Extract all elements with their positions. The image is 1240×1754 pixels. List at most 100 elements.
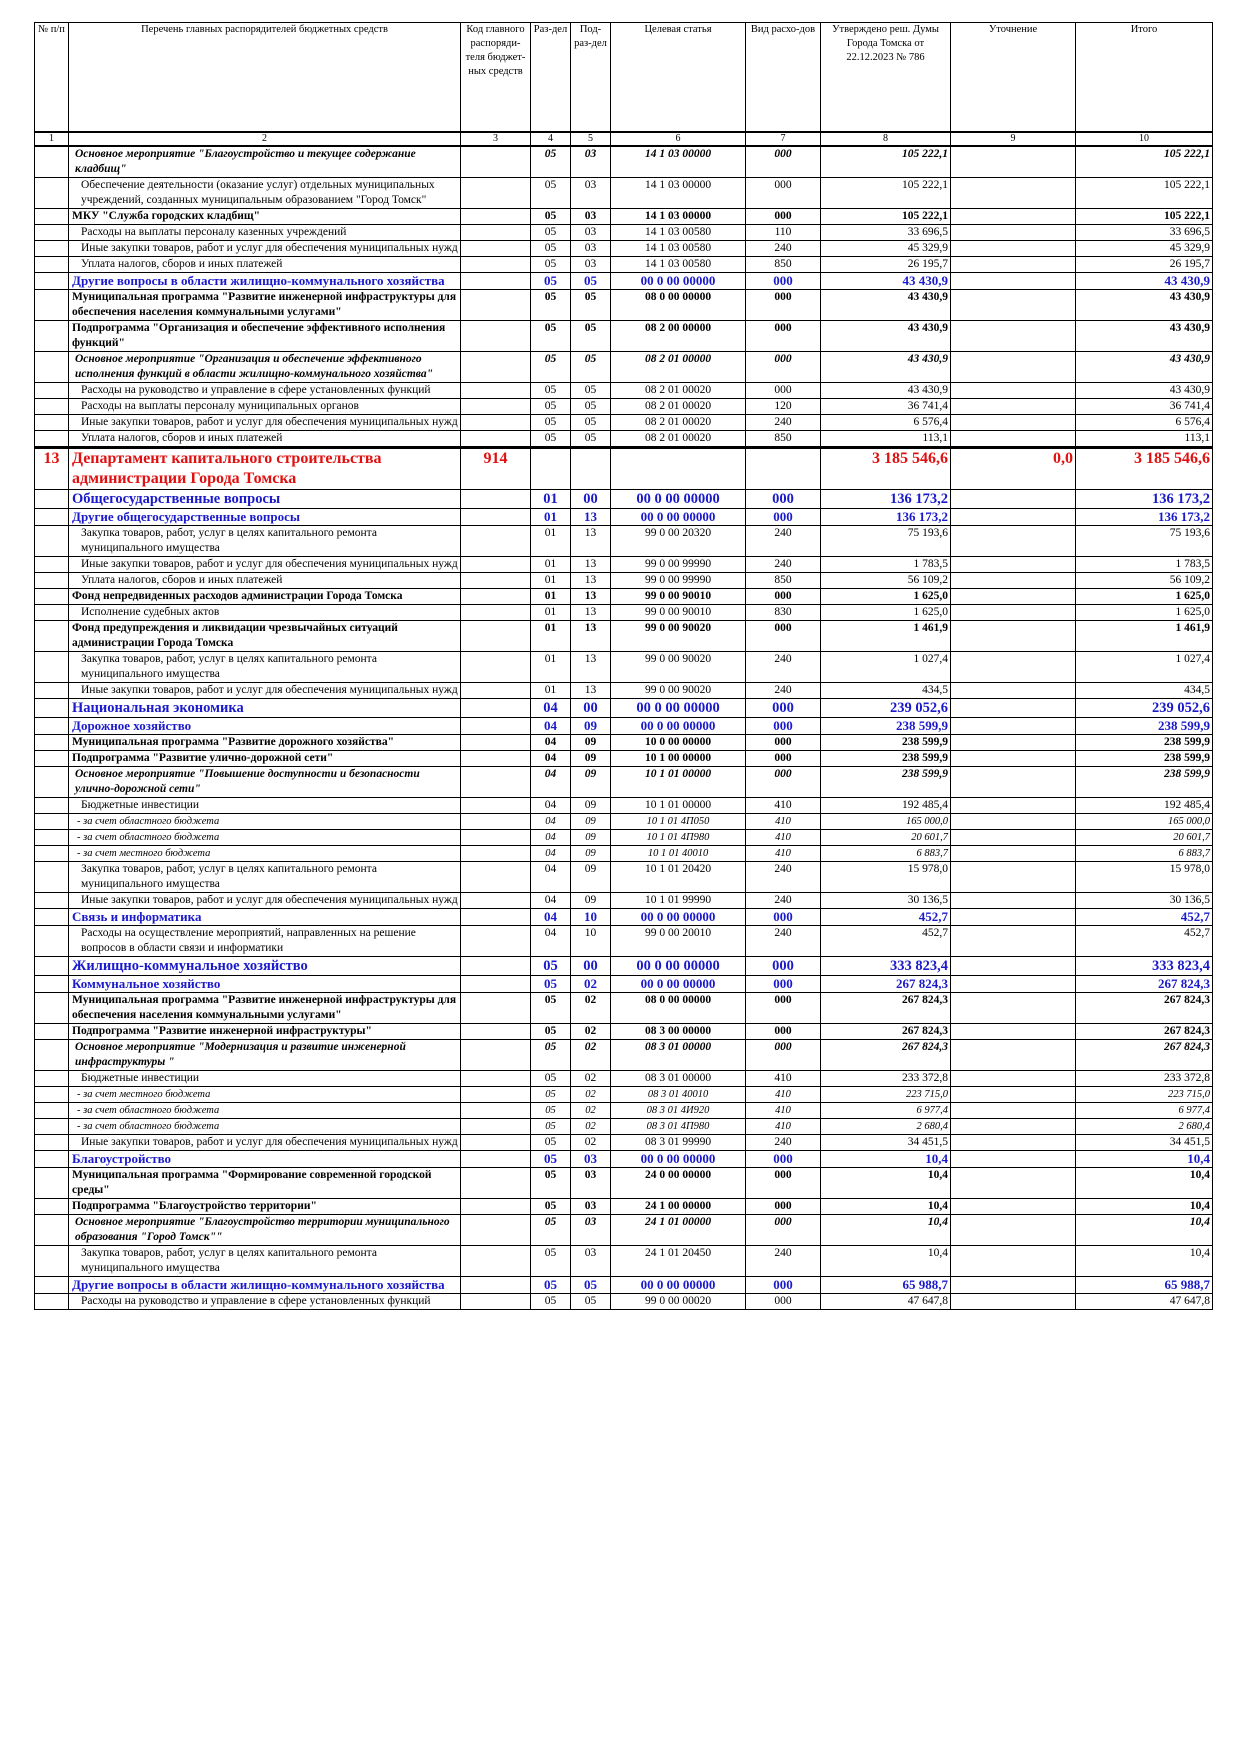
- table-cell: 99 0 00 00020: [610, 1293, 746, 1310]
- table-row: - за счет областного бюджета 05 02 08 3 01 …: [34, 1118, 1213, 1135]
- table-cell: 02: [570, 1023, 611, 1040]
- table-cell: 120: [745, 398, 821, 415]
- table-cell: 99 0 00 99990: [610, 572, 746, 589]
- table-cell: 0,0: [950, 446, 1076, 490]
- table-cell: 30 136,5: [1075, 892, 1213, 909]
- table-cell: 410: [745, 829, 821, 846]
- table-cell: 05: [570, 272, 611, 290]
- table-cell: 05: [530, 398, 571, 415]
- column-number: 8: [820, 131, 951, 147]
- table-cell: [460, 717, 531, 735]
- table-cell: 43 430,9: [820, 272, 951, 290]
- table-cell: [34, 508, 69, 526]
- table-cell: [34, 925, 69, 957]
- table-cell: - за счет местного бюджета: [68, 1086, 461, 1103]
- table-cell: Дорожное хозяйство: [68, 717, 461, 735]
- column-number: 2: [68, 131, 461, 147]
- table-cell: Муниципальная программа "Развитие дорожн…: [68, 734, 461, 751]
- table-cell: [950, 1070, 1076, 1087]
- table-cell: [460, 289, 531, 321]
- table-cell: - за счет областного бюджета: [68, 1102, 461, 1119]
- table-cell: 000: [745, 975, 821, 993]
- table-cell: 05: [530, 382, 571, 399]
- table-row: Основное мероприятие "Организация и обес…: [34, 351, 1213, 383]
- table-cell: Национальная экономика: [68, 698, 461, 718]
- table-cell: 105 222,1: [820, 177, 951, 209]
- table-cell: Иные закупки товаров, работ и услуг для …: [68, 240, 461, 257]
- table-cell: [460, 224, 531, 241]
- table-cell: 10,4: [820, 1245, 951, 1277]
- table-cell: 04: [530, 717, 571, 735]
- table-cell: 830: [745, 604, 821, 621]
- table-row: Уплата налогов, сборов и иных платежей 05…: [34, 430, 1213, 448]
- table-cell: 6 883,7: [820, 845, 951, 862]
- table-cell: [460, 766, 531, 798]
- table-cell: 09: [570, 861, 611, 893]
- table-cell: 08 2 01 00000: [610, 351, 746, 383]
- table-cell: 1 027,4: [820, 651, 951, 683]
- table-cell: 05: [530, 256, 571, 273]
- table-cell: 05: [530, 1214, 571, 1246]
- table-cell: [34, 797, 69, 814]
- table-cell: 01: [530, 489, 571, 509]
- table-cell: [950, 556, 1076, 573]
- table-cell: 233 372,8: [1075, 1070, 1213, 1087]
- table-row: Подпрограмма "Организация и обеспечение …: [34, 320, 1213, 352]
- table-cell: [460, 1023, 531, 1040]
- table-cell: [34, 992, 69, 1024]
- table-cell: 05: [530, 1293, 571, 1310]
- table-cell: 1 783,5: [1075, 556, 1213, 573]
- table-row: Закупка товаров, работ, услуг в целях ка…: [34, 1245, 1213, 1277]
- table-cell: 000: [745, 382, 821, 399]
- table-cell: 05: [530, 208, 571, 225]
- table-cell: 00: [570, 698, 611, 718]
- table-cell: 000: [745, 588, 821, 605]
- table-row: Другие вопросы в области жилищно-коммуна…: [34, 272, 1213, 290]
- table-cell: 09: [570, 766, 611, 798]
- table-cell: 15 978,0: [1075, 861, 1213, 893]
- table-cell: 10,4: [1075, 1214, 1213, 1246]
- table-cell: 00 0 00 00000: [610, 717, 746, 735]
- header-cell: Раз-дел: [530, 22, 571, 133]
- table-cell: 240: [745, 925, 821, 957]
- table-cell: 05: [530, 1167, 571, 1199]
- table-cell: 113,1: [1075, 430, 1213, 448]
- table-cell: [34, 734, 69, 751]
- table-cell: 10,4: [820, 1214, 951, 1246]
- table-cell: 105 222,1: [1075, 208, 1213, 225]
- table-cell: 02: [570, 992, 611, 1024]
- table-cell: 14 1 03 00580: [610, 256, 746, 273]
- table-cell: [950, 797, 1076, 814]
- table-cell: 08 2 00 00000: [610, 320, 746, 352]
- table-cell: Основное мероприятие "Модернизация и раз…: [68, 1039, 461, 1071]
- table-cell: 10 1 01 99990: [610, 892, 746, 909]
- table-cell: 238 599,9: [1075, 717, 1213, 735]
- table-cell: [460, 829, 531, 846]
- table-cell: [460, 845, 531, 862]
- table-cell: [950, 1245, 1076, 1277]
- table-cell: 1 461,9: [1075, 620, 1213, 652]
- table-cell: [34, 430, 69, 448]
- table-cell: [34, 1039, 69, 1071]
- table-cell: 239 052,6: [820, 698, 951, 718]
- table-cell: 09: [570, 717, 611, 735]
- table-cell: 3 185 546,6: [1075, 446, 1213, 490]
- table-cell: 850: [745, 572, 821, 589]
- table-cell: Закупка товаров, работ, услуг в целях ка…: [68, 525, 461, 557]
- table-cell: 000: [745, 698, 821, 718]
- table-row: Коммунальное хозяйство 05 02 00 0 00 00000 0…: [34, 975, 1213, 993]
- table-cell: 36 741,4: [1075, 398, 1213, 415]
- header-cell: Итого: [1075, 22, 1213, 133]
- table-cell: 03: [570, 1214, 611, 1246]
- table-cell: 03: [570, 1167, 611, 1199]
- table-cell: [34, 1293, 69, 1310]
- column-number: 3: [460, 131, 531, 147]
- table-cell: [950, 892, 1076, 909]
- table-cell: 03: [570, 1245, 611, 1277]
- table-cell: Бюджетные инвестиции: [68, 1070, 461, 1087]
- table-cell: 01: [530, 588, 571, 605]
- table-cell: 333 823,4: [1075, 956, 1213, 976]
- table-cell: [950, 829, 1076, 846]
- table-cell: 410: [745, 1086, 821, 1103]
- table-cell: 238 599,9: [1075, 750, 1213, 767]
